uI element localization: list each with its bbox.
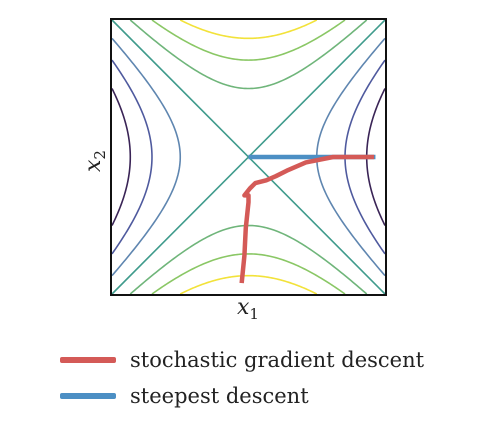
trajectories: [239, 154, 376, 284]
contour-level-neg0_75-branch-1: [179, 19, 318, 40]
stochastic-gradient-descent-path: [239, 154, 375, 284]
legend-item-sgd: stochastic gradient descent: [60, 342, 424, 378]
contour-level-0_75-branch-2: [111, 88, 132, 226]
legend-label-steepest: steepest descent: [130, 384, 309, 408]
y-axis-label-sub: 2: [91, 150, 109, 160]
plot-frame: [110, 18, 387, 296]
x-axis-label-sub: 1: [249, 305, 259, 323]
legend-swatch-sgd: [60, 357, 116, 363]
contour-level-0_25-branch-2: [111, 37, 182, 277]
x-axis-label: x1: [237, 295, 259, 323]
contour-level-0_5-branch-2: [111, 59, 153, 255]
contour-level-neg0_5-branch-1: [151, 19, 346, 61]
legend-item-steepest: steepest descent: [60, 378, 424, 414]
legend-swatch-steepest: [60, 393, 116, 399]
y-axis-label-main: x: [81, 159, 106, 172]
contour-level-neg0_25-branch-2: [129, 224, 368, 295]
legend: stochastic gradient descent steepest des…: [60, 342, 424, 414]
contour-level-neg0_75-branch-2: [179, 274, 318, 295]
x-axis-label-main: x: [237, 295, 250, 320]
contour-level-neg0_5-branch-2: [151, 253, 346, 295]
contour-level-neg0_25-branch-1: [129, 19, 368, 90]
y-axis-label: x2: [81, 150, 109, 172]
legend-label-sgd: stochastic gradient descent: [130, 348, 425, 372]
